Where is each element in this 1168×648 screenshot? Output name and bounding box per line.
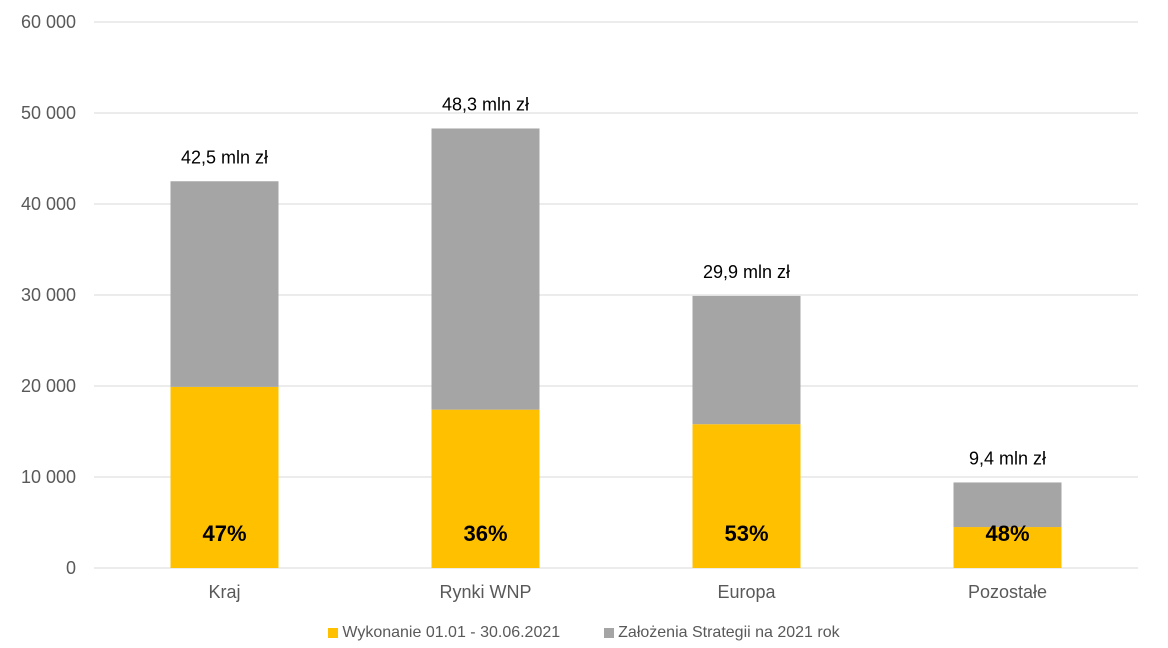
y-tick-label: 20 000 — [21, 376, 76, 396]
total-label: 48,3 mln zł — [442, 94, 529, 114]
bar-segment-zalozenia — [692, 295, 801, 425]
bar-segment-zalozenia — [953, 482, 1062, 528]
y-tick-label: 60 000 — [21, 12, 76, 32]
legend-item-wykonanie: Wykonanie 01.01 - 30.06.2021 — [328, 624, 560, 642]
x-category-label: Rynki WNP — [439, 582, 531, 602]
legend-swatch-zalozenia — [604, 628, 615, 638]
bar-segment-wykonanie — [170, 386, 279, 568]
bar-segment-wykonanie — [431, 409, 540, 568]
total-label: 42,5 mln zł — [181, 147, 268, 167]
legend-label-zalozenia: Założenia Strategii na 2021 rok — [618, 624, 840, 641]
percent-label: 48% — [985, 521, 1029, 546]
total-label: 29,9 mln zł — [703, 262, 790, 282]
bar-segment-zalozenia — [170, 181, 279, 387]
bar-segment-zalozenia — [431, 128, 540, 410]
y-tick-label: 40 000 — [21, 194, 76, 214]
legend-swatch-wykonanie — [328, 628, 339, 638]
data-labels: 42,5 mln zł 47% 48,3 mln zł 36% 29,9 mln zł 5… — [181, 94, 1046, 546]
bar-segment-wykonanie — [692, 424, 801, 568]
stacked-bar-chart: 0 10 000 20 000 30 000 40 000 50 000 60 000 42… — [21, 12, 1138, 602]
percent-label: 53% — [724, 521, 768, 546]
bar-segment-wykonanie — [953, 527, 1062, 568]
y-tick-label: 30 000 — [21, 285, 76, 305]
x-category-label: Pozostałe — [968, 582, 1047, 602]
x-category-label: Europa — [717, 582, 776, 602]
percent-label: 36% — [463, 521, 507, 546]
legend-label-wykonanie: Wykonanie 01.01 - 30.06.2021 — [342, 624, 561, 641]
y-tick-label: 0 — [66, 558, 76, 578]
x-axis-category-labels: Kraj Rynki WNP Europa Pozostałe — [208, 582, 1047, 602]
percent-label: 47% — [202, 521, 246, 546]
legend: Wykonanie 01.01 - 30.06.2021 Założenia S… — [0, 624, 1168, 642]
y-axis-tick-labels: 0 10 000 20 000 30 000 40 000 50 000 60 000 — [21, 12, 76, 578]
y-tick-label: 10 000 — [21, 467, 76, 487]
total-label: 9,4 mln zł — [969, 448, 1046, 468]
x-category-label: Kraj — [208, 582, 240, 602]
y-tick-label: 50 000 — [21, 103, 76, 123]
bars — [170, 128, 1062, 568]
legend-item-zalozenia: Założenia Strategii na 2021 rok — [604, 624, 840, 642]
